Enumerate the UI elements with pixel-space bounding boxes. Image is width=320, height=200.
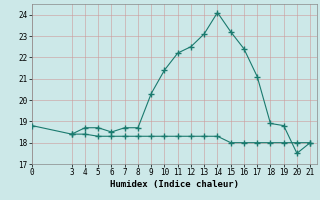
X-axis label: Humidex (Indice chaleur): Humidex (Indice chaleur) — [110, 180, 239, 189]
